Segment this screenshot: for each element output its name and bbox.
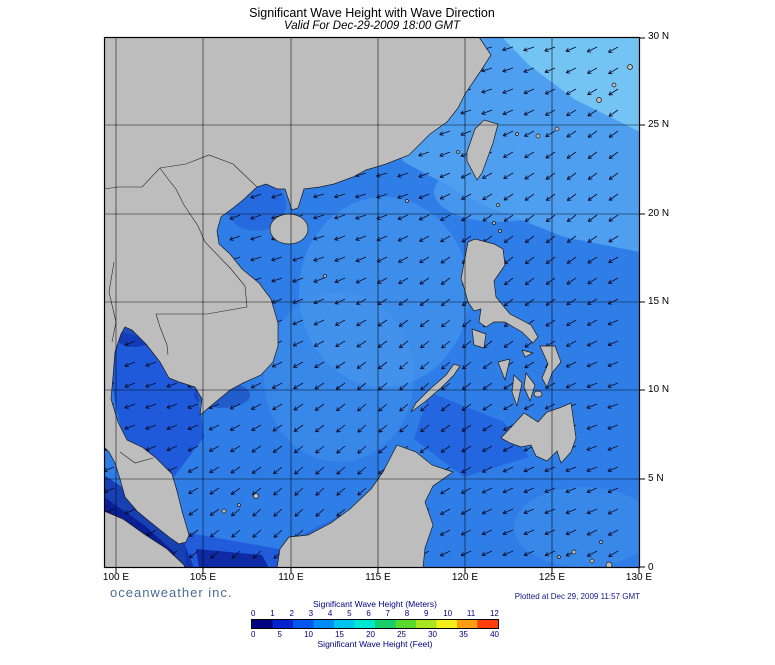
axis-tick-marks bbox=[115, 37, 645, 573]
feet-tick: 0 bbox=[251, 630, 256, 639]
feet-tick: 30 bbox=[428, 630, 437, 639]
y-tick-label-20n: 20 N bbox=[648, 208, 670, 219]
meters-tick: 0 bbox=[251, 609, 256, 618]
legend-meters-label: Significant Wave Height (Meters) bbox=[313, 599, 437, 609]
x-tick-label-105e: 105 E bbox=[189, 572, 217, 583]
y-tick-label-30n: 30 N bbox=[648, 31, 670, 42]
y-tick-label-25n: 25 N bbox=[648, 119, 670, 130]
legend: Significant Wave Height (Meters) 0 1 2 3… bbox=[251, 599, 499, 649]
land-mainland-asia bbox=[104, 37, 492, 545]
meters-tick: 6 bbox=[366, 609, 371, 618]
island-borneo bbox=[276, 444, 454, 568]
island-samar-leyte bbox=[539, 345, 562, 388]
ocean-patch-central-scs-1 bbox=[299, 197, 469, 387]
meters-tick: 11 bbox=[466, 609, 476, 618]
feet-tick: 40 bbox=[490, 630, 499, 639]
meters-tick: 5 bbox=[347, 609, 352, 618]
land-layer bbox=[104, 37, 633, 568]
feet-tick: 5 bbox=[277, 630, 282, 639]
map-frame bbox=[103, 36, 641, 569]
meters-tick: 10 bbox=[443, 609, 453, 618]
country-borders bbox=[104, 154, 258, 464]
x-tick-label-100e: 100 E bbox=[102, 572, 130, 583]
ocean-patch-central-scs-2 bbox=[264, 292, 414, 462]
y-tick-label-15n: 15 N bbox=[648, 296, 670, 307]
x-tick-label-110e: 110 E bbox=[278, 572, 304, 583]
x-tick-label-125e: 125 E bbox=[538, 572, 566, 583]
oceanweather-credit: oceanweather inc. bbox=[110, 585, 233, 600]
island-hainan bbox=[269, 213, 309, 245]
chart-subtitle: Valid For Dec-29-2009 18:00 GMT bbox=[284, 20, 460, 32]
meters-tick: 9 bbox=[423, 609, 429, 618]
island-mindoro bbox=[471, 328, 487, 349]
island-taiwan bbox=[466, 119, 499, 181]
legend-feet-label: Significant Wave Height (Feet) bbox=[317, 639, 433, 649]
meters-tick: 3 bbox=[308, 609, 314, 618]
y-tick-label-0: 0 bbox=[648, 562, 654, 573]
island-masbate bbox=[521, 349, 534, 358]
meters-tick: 12 bbox=[489, 609, 499, 618]
y-tick-label-10n: 10 N bbox=[648, 384, 670, 395]
meters-tick: 2 bbox=[289, 609, 294, 618]
feet-tick: 35 bbox=[459, 630, 468, 639]
ocean-patch-celebes bbox=[514, 487, 640, 567]
small-islands bbox=[221, 64, 633, 568]
meters-tick: 8 bbox=[404, 609, 410, 618]
wave-map-canvas bbox=[103, 36, 645, 573]
feet-tick: 15 bbox=[335, 630, 344, 639]
meters-tick: 7 bbox=[385, 609, 390, 618]
chart-title: Significant Wave Height with Wave Direct… bbox=[249, 6, 495, 20]
colorbar bbox=[251, 619, 499, 629]
grid-lines bbox=[104, 37, 640, 568]
island-luzon bbox=[460, 238, 539, 344]
island-bohol bbox=[533, 390, 543, 398]
island-panay bbox=[497, 358, 511, 382]
ocean-patch-northeast-corner bbox=[502, 37, 640, 132]
legend-feet-ticks: 0 5 10 15 20 25 30 35 40 bbox=[251, 630, 499, 639]
island-sumatra bbox=[104, 510, 186, 568]
legend-meters-ticks: 0 1 2 3 4 5 6 7 8 9 10 11 12 bbox=[251, 609, 499, 618]
x-tick-label-130e: 130 E bbox=[625, 572, 653, 583]
island-cebu bbox=[523, 372, 536, 403]
feet-tick: 25 bbox=[397, 630, 406, 639]
ocean-patch-sulu-sea bbox=[414, 392, 529, 477]
feet-tick: 10 bbox=[304, 630, 313, 639]
y-tick-label-5n: 5 N bbox=[648, 473, 664, 484]
plotted-timestamp: Plotted at Dec 29, 2009 11:57 GMT bbox=[514, 592, 640, 601]
x-tick-label-115e: 115 E bbox=[365, 572, 391, 583]
island-mindanao bbox=[500, 402, 577, 464]
meters-tick: 4 bbox=[327, 609, 333, 618]
x-tick-label-120e: 120 E bbox=[451, 572, 479, 583]
ocean-patch-luzon-strait bbox=[434, 162, 564, 222]
feet-tick: 20 bbox=[366, 630, 375, 639]
island-palawan bbox=[410, 363, 461, 413]
meters-tick: 1 bbox=[270, 609, 275, 618]
island-negros bbox=[511, 374, 523, 408]
map-area bbox=[103, 36, 645, 573]
